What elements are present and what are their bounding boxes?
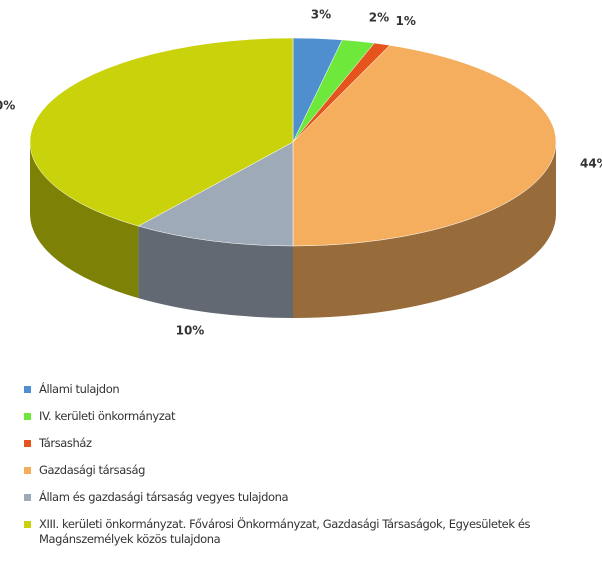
legend-swatch [24,494,31,501]
legend-item: IV. kerületi önkormányzat [24,409,584,424]
slice-side [30,142,139,299]
legend-label: XIII. kerületi önkormányzat. Fővárosi Ön… [39,517,531,546]
slice-side [293,142,556,318]
pie-area: 3% 2% 1% 44% 10% 40% [0,8,602,338]
tops [29,37,557,247]
slice [137,141,294,247]
legend-item: Állam és gazdasági társaság vegyes tulaj… [24,490,584,505]
legend-label: Állami tulajdon [39,382,120,396]
legend-label: Társasház [39,436,92,450]
data-label: 1% [395,14,415,28]
slice [292,45,557,247]
data-label: 3% [311,8,331,22]
legend-label: Gazdasági társaság [39,463,145,477]
data-label: 2% [369,11,389,25]
data-label: 44% [580,156,602,170]
legend-swatch [24,440,31,447]
legend-swatch [24,386,31,393]
legend-label: Állam és gazdasági társaság vegyes tulaj… [39,490,289,504]
legend-swatch [24,413,31,420]
slice-side [138,226,293,318]
legend-item: XIII. kerületi önkormányzat. Fővárosi Ön… [24,517,584,547]
legend-swatch [24,467,31,474]
slice [29,37,294,227]
legend-item: Állami tulajdon [24,382,584,397]
sides [30,142,556,318]
legend-label: IV. kerületi önkormányzat [39,409,176,423]
legend: Állami tulajdon IV. kerületi önkormányzat… [24,382,584,559]
legend-swatch [24,521,31,528]
legend-item: Gazdasági társaság [24,463,584,478]
data-label: 40% [0,99,15,113]
legend-item: Társasház [24,436,584,451]
data-label: 10% [176,323,205,337]
